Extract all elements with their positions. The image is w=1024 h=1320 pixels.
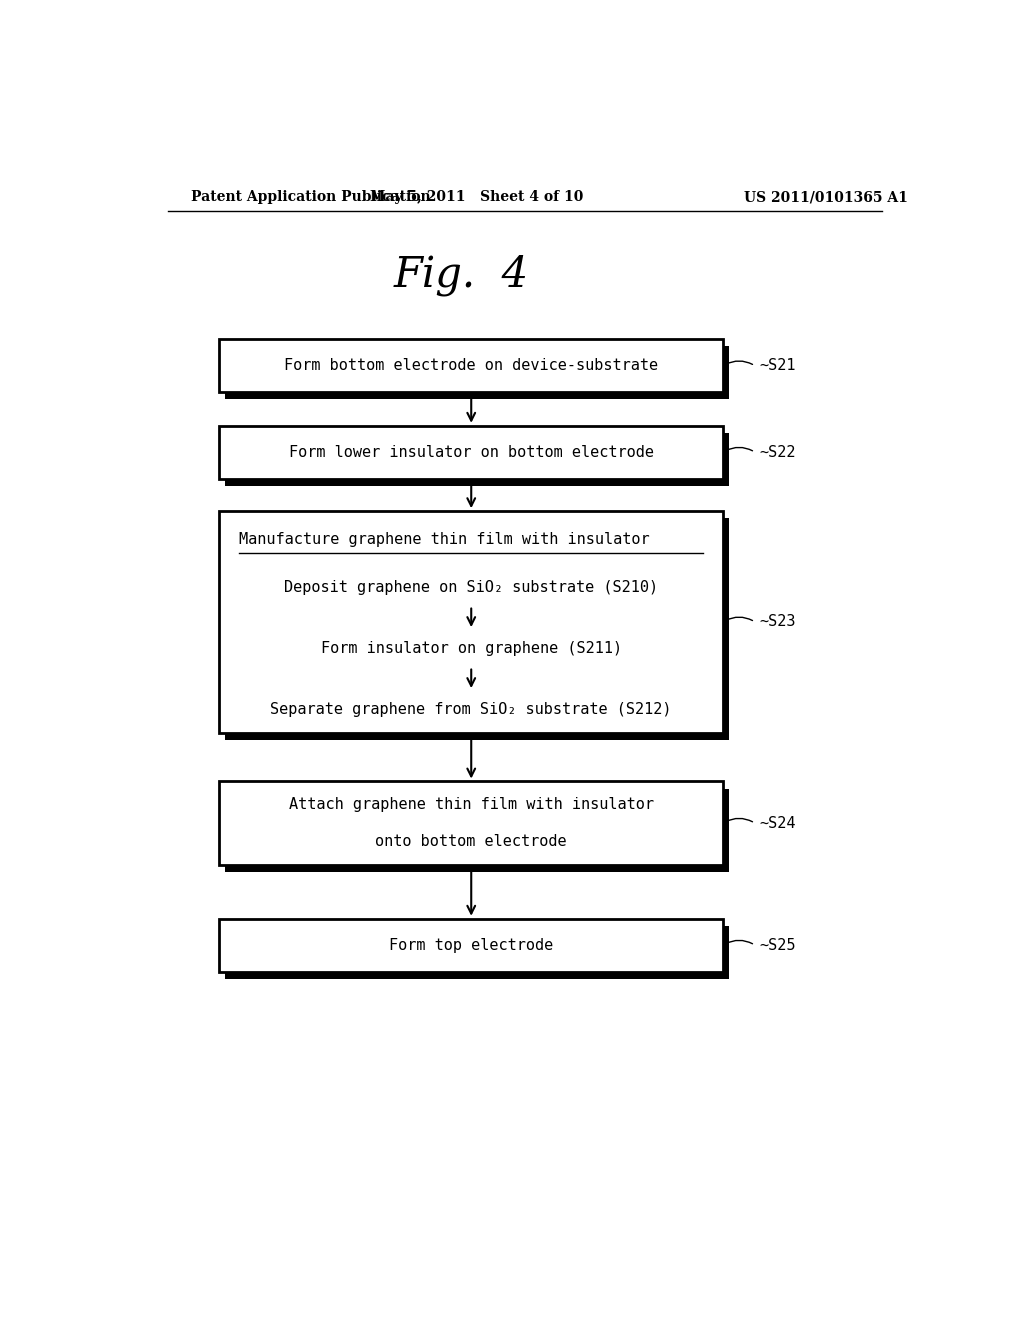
Text: Form lower insulator on bottom electrode: Form lower insulator on bottom electrode — [289, 445, 653, 459]
Bar — [225, 788, 729, 873]
Bar — [225, 433, 729, 486]
Text: May 5, 2011   Sheet 4 of 10: May 5, 2011 Sheet 4 of 10 — [371, 190, 584, 205]
Bar — [225, 346, 729, 399]
Bar — [225, 925, 729, 978]
Text: Manufacture graphene thin film with insulator: Manufacture graphene thin film with insu… — [240, 532, 650, 546]
Text: Form bottom electrode on device-substrate: Form bottom electrode on device-substrat… — [285, 358, 658, 374]
Bar — [219, 511, 723, 733]
Bar — [219, 339, 723, 392]
Text: onto bottom electrode: onto bottom electrode — [376, 834, 567, 849]
Bar — [219, 426, 723, 479]
Bar — [219, 781, 723, 865]
Text: ~S24: ~S24 — [759, 816, 796, 830]
Text: ~S23: ~S23 — [759, 614, 796, 630]
Text: ~S22: ~S22 — [759, 445, 796, 459]
Text: US 2011/0101365 A1: US 2011/0101365 A1 — [744, 190, 908, 205]
Text: Form top electrode: Form top electrode — [389, 937, 553, 953]
Bar — [225, 519, 729, 739]
Text: ~S25: ~S25 — [759, 937, 796, 953]
Text: Deposit graphene on SiO₂ substrate (S210): Deposit graphene on SiO₂ substrate (S210… — [285, 579, 658, 595]
Bar — [219, 919, 723, 972]
Text: Patent Application Publication: Patent Application Publication — [191, 190, 431, 205]
Text: Separate graphene from SiO₂ substrate (S212): Separate graphene from SiO₂ substrate (S… — [270, 702, 672, 717]
Text: ~S21: ~S21 — [759, 358, 796, 374]
Text: Attach graphene thin film with insulator: Attach graphene thin film with insulator — [289, 797, 653, 812]
Text: Fig.  4: Fig. 4 — [394, 255, 528, 296]
Text: Form insulator on graphene (S211): Form insulator on graphene (S211) — [321, 640, 622, 656]
